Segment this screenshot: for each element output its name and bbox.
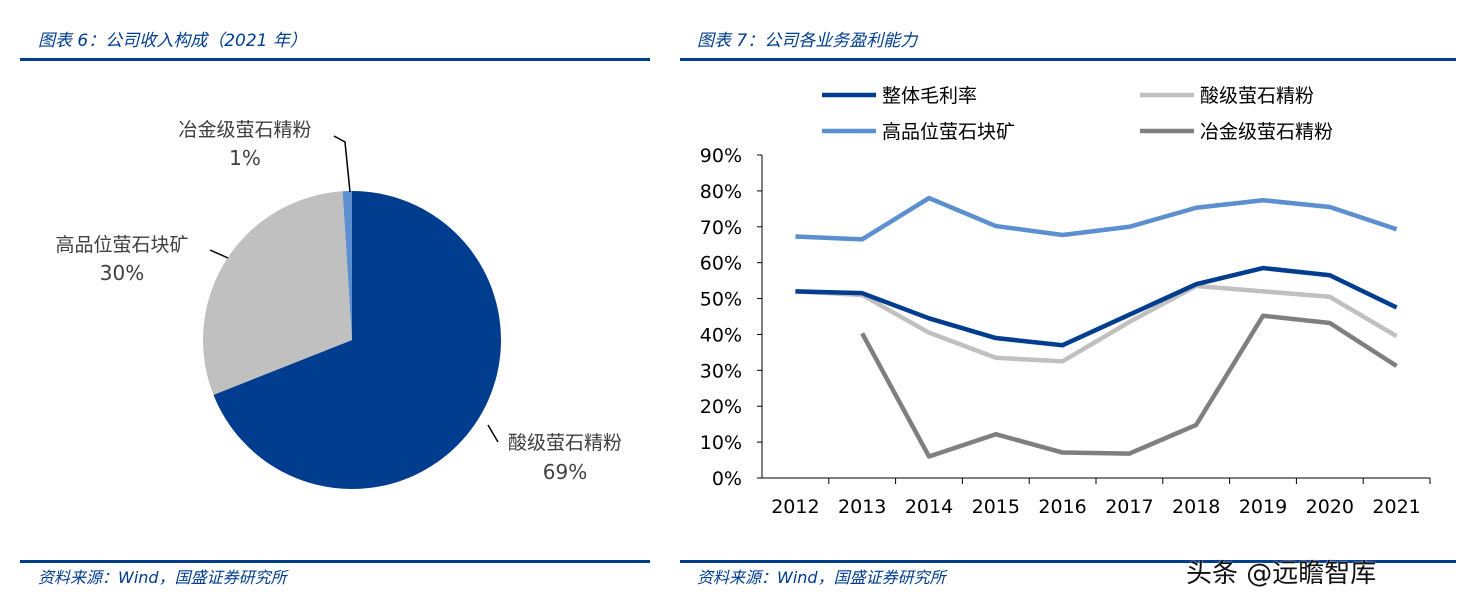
pie-slice-2 — [342, 191, 352, 340]
left-source-rule — [20, 560, 650, 563]
series-line-1 — [795, 283, 1398, 364]
right-source-rule — [680, 560, 1456, 563]
y-tick-label: 80% — [700, 181, 742, 203]
series-line-0 — [795, 265, 1398, 348]
y-tick-label: 70% — [700, 217, 742, 239]
y-tick-label: 30% — [700, 360, 742, 382]
y-tick-label: 0% — [712, 468, 742, 490]
pie-value-label-1: 30% — [100, 261, 144, 285]
pie-slice-1 — [203, 191, 352, 395]
x-tick-label: 2021 — [1372, 496, 1420, 518]
x-tick-label: 2019 — [1239, 496, 1287, 518]
left-title-rule — [20, 58, 650, 61]
watermark: 头条 @远瞻智库 — [1186, 559, 1377, 589]
y-tick-label: 60% — [700, 253, 742, 275]
x-tick-label: 2015 — [972, 496, 1020, 518]
y-tick-label: 90% — [700, 145, 742, 167]
y-tick-label: 20% — [700, 396, 742, 418]
pie-label-0: 酸级萤石精粉 — [508, 432, 622, 454]
right-title-rule — [680, 58, 1456, 61]
legend-label-2: 高品位萤石块矿 — [882, 121, 1015, 143]
pie-leader-line-1 — [209, 249, 229, 259]
x-tick-label: 2016 — [1038, 496, 1086, 518]
left-source-note: 资料来源：Wind，国盛证券研究所 — [38, 568, 287, 587]
legend-label-0: 整体毛利率 — [882, 85, 977, 107]
series-line-2 — [795, 195, 1398, 242]
x-tick-label: 2012 — [771, 496, 819, 518]
y-tick-label: 10% — [700, 432, 742, 454]
legend-label-1: 酸级萤石精粉 — [1200, 85, 1314, 107]
pie-slice-0 — [213, 191, 501, 489]
x-tick-label: 2017 — [1105, 496, 1153, 518]
left-chart-title: 图表 6：公司收入构成（2021 年） — [38, 31, 307, 51]
pie-label-2: 冶金级萤石精粉 — [178, 119, 311, 141]
pie-label-1: 高品位萤石块矿 — [55, 234, 188, 256]
pie-value-label-0: 69% — [543, 460, 587, 484]
x-tick-label: 2014 — [905, 496, 953, 518]
pie-leader-line-2 — [333, 135, 351, 193]
x-tick-label: 2018 — [1172, 496, 1220, 518]
x-tick-label: 2013 — [838, 496, 886, 518]
x-tick-label: 2020 — [1306, 496, 1354, 518]
pie-value-label-2: 1% — [229, 146, 261, 170]
pie-leader-line-0 — [487, 424, 499, 443]
legend-label-3: 冶金级萤石精粉 — [1200, 121, 1333, 143]
y-tick-label: 50% — [700, 289, 742, 311]
y-tick-label: 40% — [700, 324, 742, 346]
series-line-3 — [860, 313, 1398, 459]
right-source-note: 资料来源：Wind，国盛证券研究所 — [697, 568, 946, 587]
right-chart-title: 图表 7：公司各业务盈利能力 — [697, 31, 918, 51]
